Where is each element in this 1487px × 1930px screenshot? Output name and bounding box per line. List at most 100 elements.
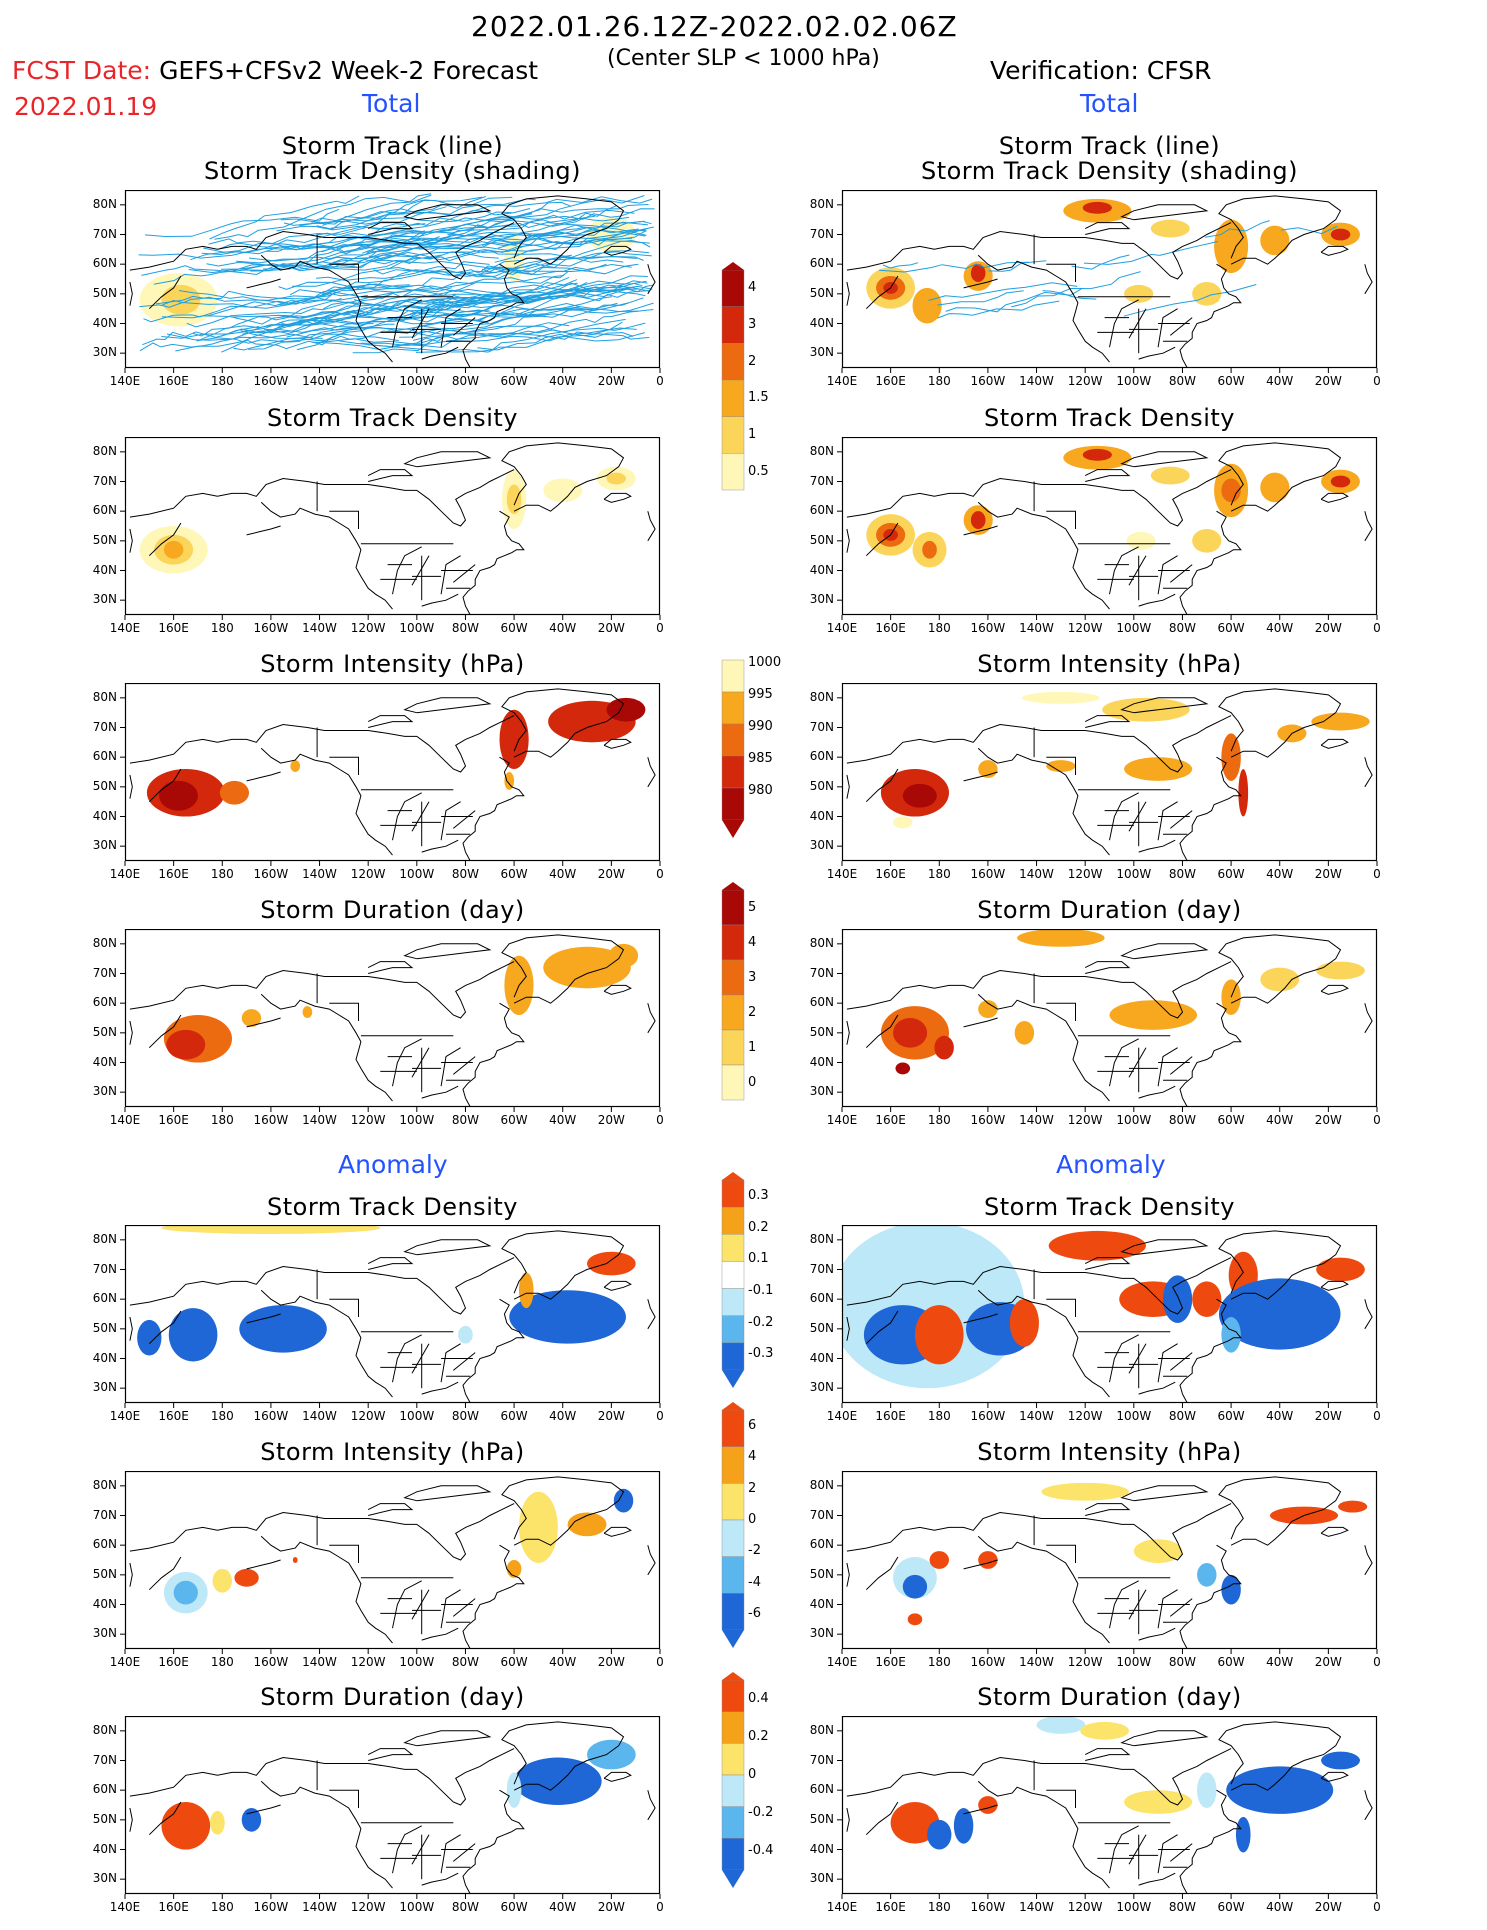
x-tick-label: 180 <box>210 374 234 388</box>
x-tick-label: 100W <box>399 621 435 635</box>
shaded-region <box>302 1006 313 1018</box>
x-tick-label: 160W <box>253 1113 289 1127</box>
y-tick-label: 40N <box>809 1350 834 1365</box>
colorbar-label: 1 <box>748 427 757 442</box>
storm-track-line <box>321 263 607 295</box>
shaded-region <box>914 1305 964 1365</box>
x-tick-label: 160W <box>970 621 1006 635</box>
shaded-region <box>1021 691 1100 704</box>
shaded-region <box>168 1308 218 1362</box>
x-tick-label: 160W <box>970 1409 1006 1423</box>
title-track-shading: Storm Track Density (shading) <box>203 157 582 185</box>
y-tick-label: 70N <box>92 1507 117 1522</box>
x-tick-label: 100W <box>1116 374 1152 388</box>
y-tick-label: 80N <box>92 935 117 950</box>
x-tick-label: 140W <box>302 621 337 635</box>
verification-track-map <box>837 190 1378 373</box>
storm-track-line <box>352 322 570 354</box>
y-tick-label: 80N <box>92 1231 117 1246</box>
x-tick-label: 160W <box>253 1900 289 1914</box>
storm-track-line <box>220 299 580 337</box>
x-tick-label: 80W <box>451 1655 480 1669</box>
x-tick-label: 80W <box>451 1900 480 1914</box>
x-tick-label: 140E <box>826 374 858 388</box>
colorbar-segment <box>721 1838 745 1871</box>
x-tick-label: 40W <box>1266 1113 1294 1127</box>
storm-track-line <box>192 293 392 337</box>
shaded-region <box>159 780 198 811</box>
shaded-region <box>1150 219 1190 238</box>
shaded-region <box>543 478 583 503</box>
x-tick-label: 180 <box>927 867 951 881</box>
colorbar-arrow <box>722 882 744 890</box>
y-tick-label: 40N <box>809 1841 834 1856</box>
colorbar-segment <box>721 723 745 757</box>
storm-track-line <box>494 229 647 263</box>
shaded-region <box>292 1557 298 1563</box>
x-tick-label: 60W <box>500 1900 528 1914</box>
y-tick-label: 70N <box>92 965 117 980</box>
shaded-region <box>499 709 529 770</box>
y-tick-label: 40N <box>809 808 834 823</box>
x-tick-label: 180 <box>210 867 234 881</box>
y-tick-label: 40N <box>92 1596 117 1611</box>
shaded-region <box>514 1757 602 1805</box>
colorbar-segment <box>721 1593 745 1631</box>
y-tick-label: 70N <box>92 1261 117 1276</box>
y-tick-label: 50N <box>92 1024 117 1039</box>
y-tick-label: 70N <box>809 1507 834 1522</box>
storm-track-line <box>166 320 374 341</box>
shaded-region <box>241 1009 262 1027</box>
shaded-region <box>518 1491 558 1563</box>
x-tick-label: 180 <box>210 1900 234 1914</box>
shaded-region <box>166 1029 206 1060</box>
shaded-region <box>1150 466 1190 485</box>
x-tick-label: 160W <box>253 1409 289 1423</box>
x-tick-label: 140W <box>302 867 337 881</box>
x-tick-label: 140W <box>1019 374 1054 388</box>
y-tick-label: 60N <box>92 749 117 764</box>
colorbar-arrow <box>722 1402 744 1410</box>
colorbar-label: 0 <box>748 1075 757 1090</box>
x-tick-label: 40W <box>549 621 577 635</box>
storm-track-line <box>278 254 572 290</box>
shaded-region <box>970 264 986 282</box>
x-tick-label: 40W <box>1266 374 1294 388</box>
x-tick-label: 160W <box>970 1900 1006 1914</box>
storm-track-line <box>354 279 578 309</box>
shaded-region <box>1218 1278 1341 1350</box>
x-tick-label: 20W <box>1314 621 1342 635</box>
y-tick-label: 30N <box>92 345 117 360</box>
colorbar-segment <box>721 755 745 789</box>
y-tick-label: 40N <box>92 1841 117 1856</box>
forecast-track-map <box>120 190 661 373</box>
shaded-region <box>1017 929 1105 947</box>
colorbar-label: 0.2 <box>748 1220 769 1235</box>
x-tick-label: 180 <box>927 621 951 635</box>
colorbar-segment <box>721 1315 745 1344</box>
x-tick-label: 40W <box>1266 867 1294 881</box>
storm-track-line <box>201 236 440 256</box>
shaded-region <box>912 287 942 324</box>
y-tick-label: 50N <box>809 1811 834 1826</box>
x-tick-label: 120W <box>1067 1655 1103 1669</box>
x-tick-label: 60W <box>500 1409 528 1423</box>
storm-track-line <box>491 221 649 241</box>
x-tick-label: 20W <box>1314 374 1342 388</box>
x-tick-label: 60W <box>1217 1655 1245 1669</box>
storm-track-line <box>420 318 626 334</box>
shaded-region <box>890 1802 940 1844</box>
y-tick-label: 70N <box>92 719 117 734</box>
colorbar-label: 1000 <box>748 655 782 670</box>
panel-title-intensity-right: Storm Intensity (hPa) <box>977 650 1242 678</box>
x-tick-label: 160E <box>875 1113 906 1127</box>
storm-track-line <box>143 294 368 323</box>
storm-track-line <box>484 282 643 311</box>
x-tick-label: 120W <box>1067 1900 1103 1914</box>
storm-track-line <box>988 260 1047 272</box>
colorbar-segment <box>721 1234 745 1262</box>
y-tick-label: 80N <box>92 196 117 211</box>
y-tick-label: 40N <box>809 562 834 577</box>
x-tick-label: 120W <box>350 1409 386 1423</box>
y-tick-label: 30N <box>92 1380 117 1395</box>
